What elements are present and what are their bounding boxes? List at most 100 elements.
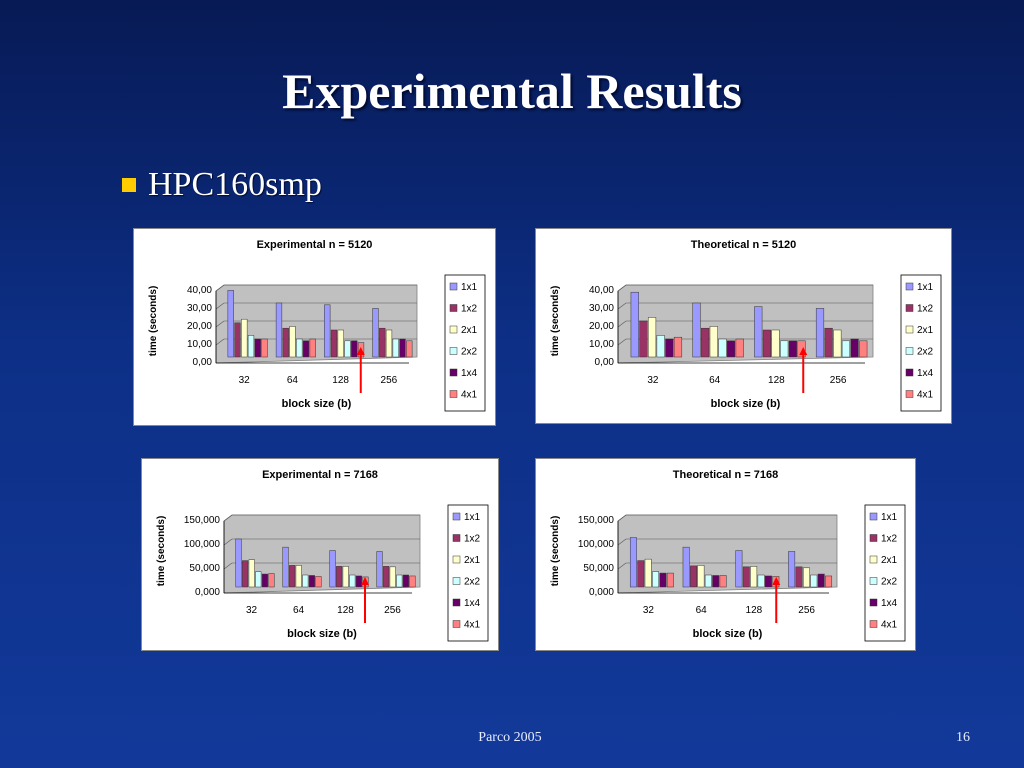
y-tick-label: 0,00 — [595, 357, 615, 368]
bar-1x2-32 — [242, 560, 249, 588]
bar-2x2-128 — [780, 340, 789, 358]
bar-1x4-64 — [302, 340, 310, 358]
bar-1x2-128 — [762, 329, 771, 358]
legend-swatch — [869, 555, 878, 564]
bar-4x1-32 — [261, 338, 268, 358]
y-axis-label: time (seconds) — [550, 286, 561, 357]
legend-label: 2x2 — [461, 347, 478, 358]
legend-label: 1x1 — [881, 512, 898, 523]
x-tick-label: 128 — [337, 605, 354, 616]
bar-1x1-64 — [692, 302, 701, 358]
bar-2x2-256 — [392, 338, 399, 358]
bar-2x2-32 — [255, 571, 262, 588]
bar-2x1-256 — [385, 329, 393, 358]
bar-2x1-128 — [337, 329, 344, 358]
x-tick-label: 64 — [293, 605, 305, 616]
legend-label: 4x1 — [461, 390, 478, 401]
legend-swatch — [905, 390, 914, 398]
y-tick-label: 30,00 — [589, 303, 614, 314]
x-tick-label: 64 — [287, 375, 299, 386]
legend-swatch — [452, 598, 461, 607]
x-axis-label: block size (b) — [711, 398, 781, 410]
bar-1x1-256 — [788, 551, 796, 588]
gridline — [223, 538, 233, 546]
bar-1x1-64 — [282, 546, 289, 588]
highlight-arrow-head — [772, 577, 781, 585]
chart-experimental-5120: Experimental n = 5120 0,00 10,00 20,00 30,00… — [133, 228, 496, 426]
bullet-square-icon — [122, 178, 136, 192]
bar-2x1-256 — [802, 567, 810, 588]
bar-2x1-32 — [644, 558, 652, 588]
bar-1x2-64 — [282, 327, 289, 358]
bar-4x1-32 — [268, 573, 275, 588]
bar-2x2-32 — [247, 335, 255, 358]
bar-1x1-128 — [324, 304, 331, 358]
bar-1x2-64 — [690, 565, 697, 588]
bar-1x1-256 — [376, 551, 383, 588]
bar-1x2-128 — [330, 329, 338, 358]
legend-label: 1x4 — [464, 598, 481, 609]
x-tick-label: 256 — [798, 605, 815, 616]
bar-1x1-256 — [372, 308, 379, 358]
bar-1x2-256 — [383, 566, 390, 588]
bar-1x1-32 — [235, 538, 242, 588]
bullet-item: HPC160smp — [122, 166, 322, 204]
gridline — [617, 538, 627, 546]
legend-label: 2x1 — [881, 555, 898, 566]
legend-swatch — [905, 282, 914, 291]
legend-label: 4x1 — [881, 620, 898, 631]
legend-swatch — [449, 282, 458, 291]
bar-1x2-64 — [289, 565, 296, 588]
chart-title: Theoretical n = 7168 — [673, 469, 778, 481]
bar-2x1-128 — [750, 566, 758, 588]
gridline — [617, 338, 627, 346]
bar-4x1-32 — [666, 572, 674, 588]
bar-1x4-32 — [261, 573, 268, 588]
bar-2x2-32 — [652, 571, 660, 588]
bar-2x2-128 — [344, 340, 351, 358]
gridline — [215, 302, 225, 310]
bar-1x1-32 — [227, 290, 234, 358]
bar-2x1-128 — [342, 566, 349, 588]
chart-title: Experimental n = 5120 — [257, 239, 373, 251]
x-tick-label: 64 — [696, 605, 708, 616]
bar-1x1-128 — [329, 550, 336, 588]
x-tick-label: 256 — [381, 375, 398, 386]
bar-1x2-32 — [639, 320, 648, 358]
chart-experimental-7168: Experimental n = 7168 0,000 50,000 100,000 1… — [141, 458, 499, 651]
bar-1x2-256 — [824, 327, 833, 358]
bar-1x4-64 — [308, 575, 315, 588]
legend-label: 4x1 — [917, 390, 934, 401]
slide-number: 16 — [956, 730, 970, 745]
legend-swatch — [869, 512, 878, 521]
gridline — [223, 562, 233, 570]
y-tick-label: 150,000 — [578, 515, 615, 526]
bar-2x1-32 — [248, 559, 255, 588]
legend-swatch — [449, 368, 458, 377]
legend-label: 1x2 — [461, 304, 478, 315]
legend-swatch — [452, 512, 461, 521]
bar-2x1-256 — [389, 566, 396, 588]
legend-label: 1x4 — [881, 598, 898, 609]
bar-1x1-32 — [630, 291, 639, 358]
chart-title: Theoretical n = 5120 — [691, 239, 796, 251]
legend-swatch — [905, 304, 914, 312]
bar-1x1-64 — [275, 302, 283, 358]
legend-label: 1x1 — [461, 282, 478, 293]
legend-swatch — [452, 577, 461, 585]
chart-title: Experimental n = 7168 — [262, 469, 378, 481]
bar-2x1-32 — [241, 318, 248, 358]
gridline — [617, 302, 627, 310]
bar-1x4-128 — [351, 340, 358, 358]
legend-swatch — [449, 347, 458, 355]
legend-swatch — [905, 325, 914, 334]
legend-swatch — [905, 347, 914, 355]
bar-1x2-256 — [379, 327, 386, 358]
x-tick-label: 32 — [647, 375, 659, 386]
y-axis-label: time (seconds) — [156, 516, 167, 587]
x-tick-label: 64 — [709, 375, 721, 386]
legend-swatch — [869, 534, 878, 542]
bar-2x2-128 — [349, 574, 356, 588]
y-tick-label: 20,00 — [187, 321, 212, 332]
legend-label: 1x4 — [917, 368, 934, 379]
